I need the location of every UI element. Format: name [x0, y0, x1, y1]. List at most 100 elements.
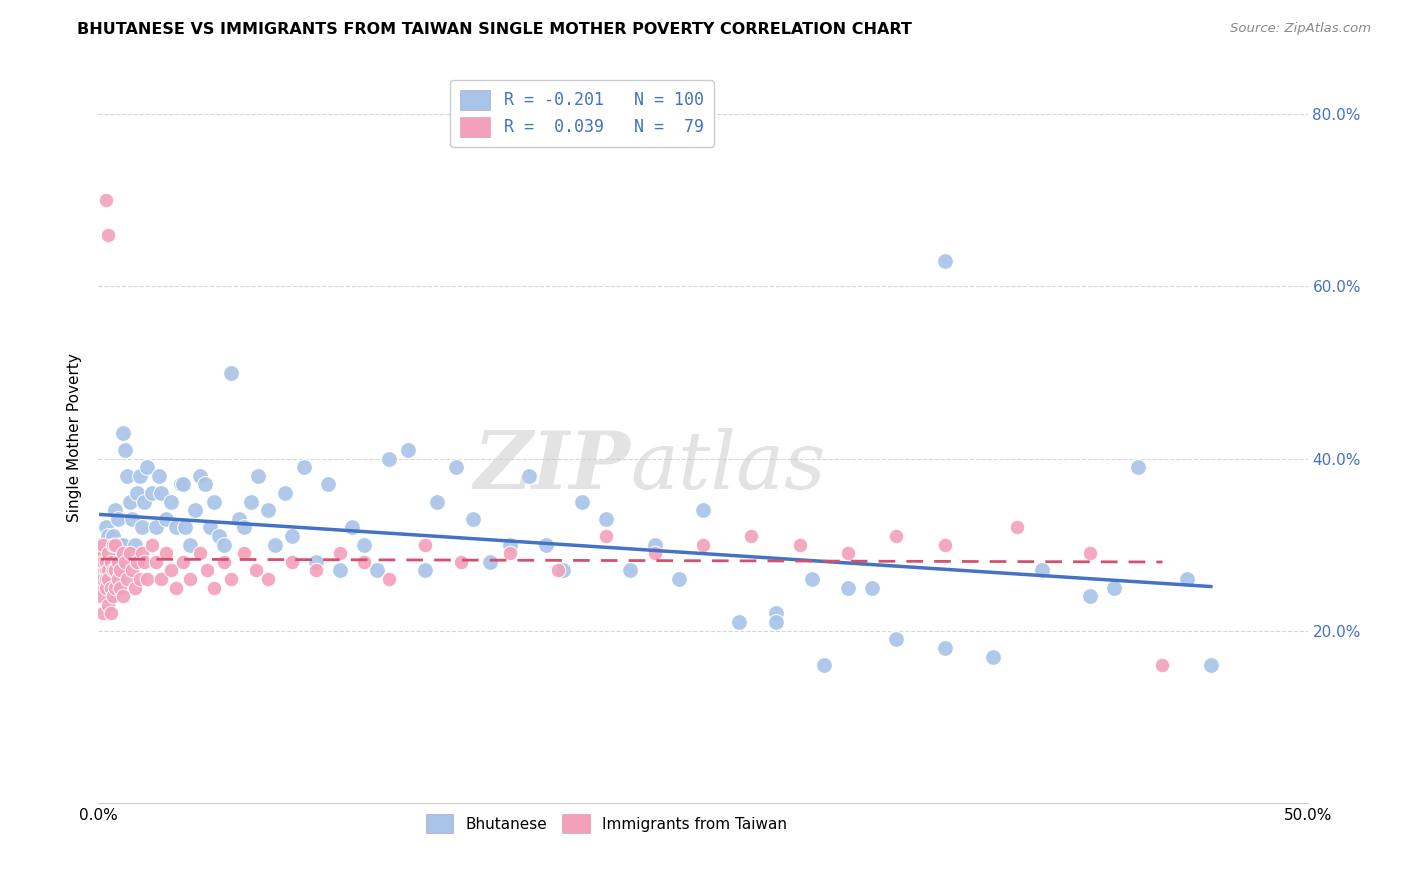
- Point: [256, 572, 278, 586]
- Text: atlas: atlas: [630, 427, 825, 505]
- Point: [150, 572, 173, 586]
- Point: [172, 555, 194, 569]
- Point: [141, 538, 163, 552]
- Point: [131, 546, 153, 560]
- Point: [124, 581, 146, 595]
- Point: [198, 520, 221, 534]
- Point: [165, 520, 187, 534]
- Point: [221, 366, 243, 380]
- Point: [135, 572, 157, 586]
- Point: [212, 538, 235, 552]
- Point: [94, 520, 117, 534]
- Point: [366, 564, 388, 578]
- Point: [188, 546, 211, 560]
- Point: [100, 555, 122, 569]
- Point: [97, 529, 120, 543]
- Point: [728, 615, 751, 629]
- Point: [90, 564, 112, 578]
- Point: [413, 564, 436, 578]
- Point: [1031, 564, 1053, 578]
- Point: [91, 555, 114, 569]
- Point: [97, 555, 120, 569]
- Point: [1128, 460, 1150, 475]
- Point: [204, 581, 226, 595]
- Point: [740, 529, 762, 543]
- Point: [150, 486, 173, 500]
- Point: [94, 194, 117, 208]
- Point: [342, 520, 364, 534]
- Point: [134, 494, 156, 508]
- Point: [204, 494, 226, 508]
- Point: [101, 529, 124, 543]
- Point: [101, 546, 124, 560]
- Point: [281, 555, 304, 569]
- Point: [498, 546, 520, 560]
- Point: [305, 555, 328, 569]
- Point: [90, 538, 112, 552]
- Point: [305, 564, 328, 578]
- Point: [813, 658, 835, 673]
- Point: [228, 512, 250, 526]
- Point: [837, 546, 859, 560]
- Text: ZIP: ZIP: [474, 427, 630, 505]
- Point: [934, 253, 956, 268]
- Point: [155, 512, 177, 526]
- Point: [479, 555, 502, 569]
- Point: [1078, 546, 1101, 560]
- Legend: Bhutanese, Immigrants from Taiwan: Bhutanese, Immigrants from Taiwan: [419, 808, 793, 839]
- Point: [232, 546, 254, 560]
- Point: [107, 555, 129, 569]
- Point: [396, 442, 419, 457]
- Point: [111, 425, 134, 440]
- Point: [90, 581, 112, 595]
- Point: [127, 486, 149, 500]
- Point: [377, 451, 399, 466]
- Point: [117, 572, 139, 586]
- Point: [90, 589, 112, 603]
- Point: [1007, 520, 1029, 534]
- Point: [91, 572, 114, 586]
- Point: [94, 555, 117, 569]
- Point: [127, 555, 149, 569]
- Point: [273, 486, 295, 500]
- Point: [111, 538, 134, 552]
- Point: [91, 572, 114, 586]
- Point: [264, 538, 287, 552]
- Point: [101, 589, 124, 603]
- Point: [91, 546, 114, 560]
- Point: [100, 607, 122, 621]
- Point: [498, 538, 520, 552]
- Point: [121, 564, 143, 578]
- Point: [934, 640, 956, 655]
- Point: [118, 494, 141, 508]
- Point: [114, 555, 136, 569]
- Point: [108, 564, 131, 578]
- Text: BHUTANESE VS IMMIGRANTS FROM TAIWAN SINGLE MOTHER POVERTY CORRELATION CHART: BHUTANESE VS IMMIGRANTS FROM TAIWAN SING…: [77, 22, 912, 37]
- Point: [692, 538, 714, 552]
- Point: [145, 520, 167, 534]
- Point: [194, 477, 217, 491]
- Point: [188, 468, 211, 483]
- Point: [100, 538, 122, 552]
- Point: [174, 520, 197, 534]
- Point: [155, 546, 177, 560]
- Point: [97, 598, 120, 612]
- Point: [595, 529, 617, 543]
- Point: [886, 632, 908, 647]
- Point: [644, 538, 666, 552]
- Point: [316, 477, 339, 491]
- Point: [247, 468, 270, 483]
- Point: [91, 607, 114, 621]
- Point: [94, 581, 117, 595]
- Point: [160, 494, 183, 508]
- Point: [107, 555, 129, 569]
- Point: [145, 555, 167, 569]
- Point: [97, 227, 120, 242]
- Point: [108, 581, 131, 595]
- Point: [426, 494, 449, 508]
- Point: [131, 520, 153, 534]
- Point: [517, 468, 540, 483]
- Point: [329, 546, 352, 560]
- Point: [104, 503, 127, 517]
- Point: [104, 581, 127, 595]
